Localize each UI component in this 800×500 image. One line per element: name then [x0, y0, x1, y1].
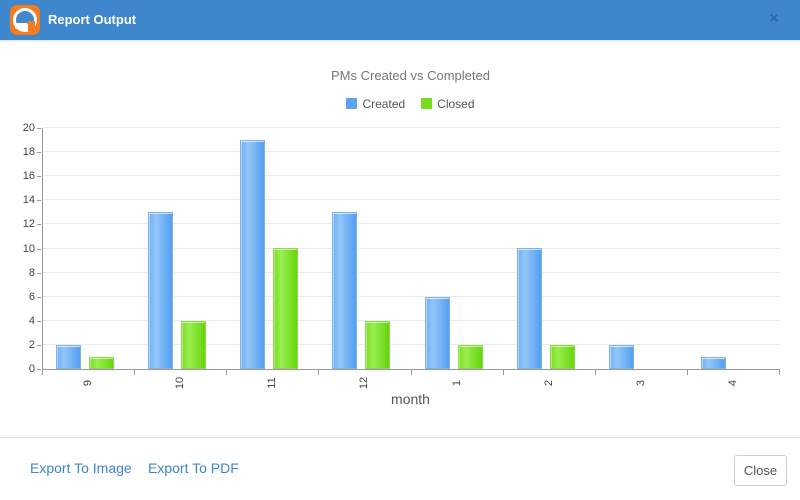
- legend-label-closed: Closed: [437, 97, 475, 111]
- bar-created-11: [240, 140, 265, 369]
- x-axis-tick: [134, 370, 135, 375]
- bar-closed-9: [89, 357, 114, 369]
- bar-closed-12: [365, 321, 390, 369]
- dialog-titlebar: Report Output ×: [0, 0, 800, 40]
- x-tick-label: 10: [174, 376, 187, 390]
- bar-closed-10: [181, 321, 206, 369]
- x-tick-label: 9: [82, 379, 95, 387]
- x-axis-tick: [226, 370, 227, 375]
- y-axis-tick: [37, 296, 41, 298]
- y-tick-label: 14: [22, 194, 35, 207]
- footer-divider: [0, 437, 800, 438]
- x-axis-tick: [595, 370, 596, 375]
- y-tick-label: 8: [28, 266, 35, 279]
- bar-closed-1: [458, 345, 483, 369]
- y-tick-label: 12: [22, 218, 35, 231]
- bar-created-12: [332, 212, 357, 369]
- x-tick-label: 3: [634, 379, 647, 387]
- legend-item-closed: Closed: [421, 97, 475, 111]
- close-icon[interactable]: ×: [769, 10, 779, 27]
- x-axis-tick: [411, 370, 412, 375]
- y-tick-label: 0: [28, 363, 35, 375]
- y-axis-tick: [37, 200, 41, 202]
- x-tick-label: 1: [450, 379, 463, 387]
- x-axis-tick: [779, 370, 780, 375]
- y-axis-tick: [37, 176, 41, 178]
- legend-label-created: Created: [362, 97, 406, 111]
- bar-created-4: [701, 357, 726, 369]
- y-tick-label: 2: [28, 338, 35, 351]
- legend-item-created: Created: [346, 97, 405, 111]
- x-axis-tick: [318, 370, 319, 375]
- close-button[interactable]: Close: [734, 455, 787, 486]
- x-tick-label: 11: [266, 377, 279, 389]
- gridline: [43, 319, 780, 321]
- x-axis-tick: [42, 370, 43, 375]
- export-to-image-link[interactable]: Export To Image: [30, 460, 132, 476]
- x-tick-label: 12: [358, 376, 371, 390]
- y-tick-label: 4: [28, 314, 35, 327]
- bar-closed-11: [273, 248, 298, 369]
- y-axis-tick: [37, 369, 41, 370]
- y-axis-tick: [37, 344, 41, 346]
- gridline: [43, 271, 780, 273]
- y-tick-label: 16: [22, 170, 35, 183]
- logo-ring: [13, 8, 37, 32]
- y-tick-label: 18: [22, 146, 35, 159]
- logo-strip: [15, 23, 28, 29]
- y-axis-tick: [37, 320, 41, 322]
- gridline: [43, 127, 780, 128]
- bar-created-2: [517, 248, 542, 369]
- gridline: [43, 175, 780, 177]
- y-tick-label: 10: [22, 242, 35, 255]
- y-axis-tick: [37, 152, 41, 154]
- y-axis-tick: [37, 224, 41, 226]
- x-axis-tick: [687, 370, 688, 375]
- created-swatch-icon: [346, 98, 358, 109]
- y-tick-label: 20: [22, 122, 35, 134]
- gridline: [43, 247, 780, 249]
- plot-area: [42, 127, 780, 370]
- export-to-pdf-link[interactable]: Export To PDF: [148, 460, 239, 476]
- bar-created-3: [609, 345, 634, 369]
- x-axis-tick: [503, 370, 504, 375]
- y-axis-tick: [37, 248, 41, 250]
- gridline: [43, 151, 780, 153]
- chart-title: PMs Created vs Completed: [331, 68, 490, 83]
- chart-legend: Created Closed: [42, 97, 779, 111]
- closed-swatch-icon: [421, 98, 433, 109]
- x-axis-title: month: [391, 391, 430, 407]
- bar-closed-2: [550, 345, 575, 369]
- gridline: [43, 295, 780, 297]
- y-axis-tick: [37, 272, 41, 274]
- dialog-title: Report Output: [48, 12, 137, 27]
- app-logo-icon: [10, 5, 40, 35]
- gridline: [43, 199, 780, 201]
- bar-created-10: [148, 212, 173, 369]
- gridline: [43, 223, 780, 225]
- y-tick-label: 6: [28, 290, 35, 303]
- y-axis-tick: [37, 128, 41, 129]
- logo-notch: [28, 21, 35, 31]
- x-tick-label: 4: [726, 379, 739, 387]
- bar-created-9: [56, 345, 81, 369]
- bar-created-1: [425, 297, 450, 369]
- gridline: [43, 343, 780, 345]
- x-tick-label: 2: [542, 379, 555, 387]
